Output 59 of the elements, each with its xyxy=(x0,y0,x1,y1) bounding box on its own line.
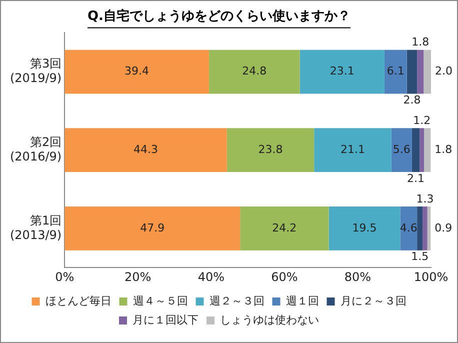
data-label: 23.8 xyxy=(258,142,283,156)
x-tick-label: 60% xyxy=(271,270,298,284)
legend-label: 週４～５回 xyxy=(132,294,188,308)
data-label: 1.5 xyxy=(411,250,429,264)
data-label: 6.1 xyxy=(386,64,404,78)
bar xyxy=(300,50,384,94)
data-label: 4.6 xyxy=(400,221,418,234)
data-label: 23.1 xyxy=(330,64,354,78)
bar xyxy=(417,206,423,250)
legend-label: 週１回 xyxy=(286,294,319,308)
x-tick-label: 100% xyxy=(414,270,448,284)
data-label: 24.2 xyxy=(272,221,297,234)
bar xyxy=(422,206,428,250)
data-label: 39.4 xyxy=(124,64,150,78)
bar xyxy=(64,128,227,172)
data-label: 1.8 xyxy=(412,36,430,49)
x-tick-label: 0% xyxy=(55,270,74,284)
bar xyxy=(424,50,431,94)
bar xyxy=(328,206,400,250)
data-label: 1.2 xyxy=(413,114,431,128)
bar xyxy=(208,50,300,94)
x-tick-label: 80% xyxy=(344,270,372,284)
legend-label: ほとんど毎日 xyxy=(45,294,112,308)
bar xyxy=(412,128,420,172)
data-label: 1.3 xyxy=(416,192,434,206)
data-label: 0.9 xyxy=(434,221,452,234)
bar xyxy=(226,128,314,172)
data-label: 2.1 xyxy=(407,172,425,185)
bar xyxy=(400,206,418,250)
chart-title: Q.自宅でしょうゆをどのくらい使いますか？ xyxy=(88,8,350,24)
data-label: 19.5 xyxy=(352,221,377,234)
legend-label: しょうゆは使わない xyxy=(220,313,319,326)
legend-label: 月に１回以下 xyxy=(132,313,198,326)
y-tick-label: 第2回 (2016/9) xyxy=(10,135,62,164)
bar xyxy=(64,50,209,94)
bar xyxy=(424,128,431,172)
bar xyxy=(420,128,424,172)
bar xyxy=(427,206,431,250)
x-tick-label: 20% xyxy=(124,270,152,284)
y-tick-label: 第1回 (2013/9) xyxy=(10,213,62,242)
data-label: 2.0 xyxy=(435,64,452,78)
x-tick-label: 40% xyxy=(198,270,224,284)
data-label: 2.8 xyxy=(403,94,421,107)
data-label: 1.8 xyxy=(434,142,452,156)
data-label: 44.3 xyxy=(133,142,158,156)
bar xyxy=(240,206,329,250)
data-label: 47.9 xyxy=(140,221,165,234)
legend-label: 月に２～３回 xyxy=(340,294,406,308)
data-label: 24.8 xyxy=(242,64,267,78)
legend-label: 週２～３回 xyxy=(209,294,264,308)
bar xyxy=(406,50,418,94)
data-label: 21.1 xyxy=(340,142,366,156)
bar xyxy=(417,50,424,94)
bar xyxy=(384,50,407,94)
bar xyxy=(64,206,240,250)
data-label: 5.6 xyxy=(392,142,410,156)
bar xyxy=(314,128,392,172)
bar xyxy=(391,128,412,172)
y-tick-label: 第3回 (2019/9) xyxy=(10,56,62,86)
